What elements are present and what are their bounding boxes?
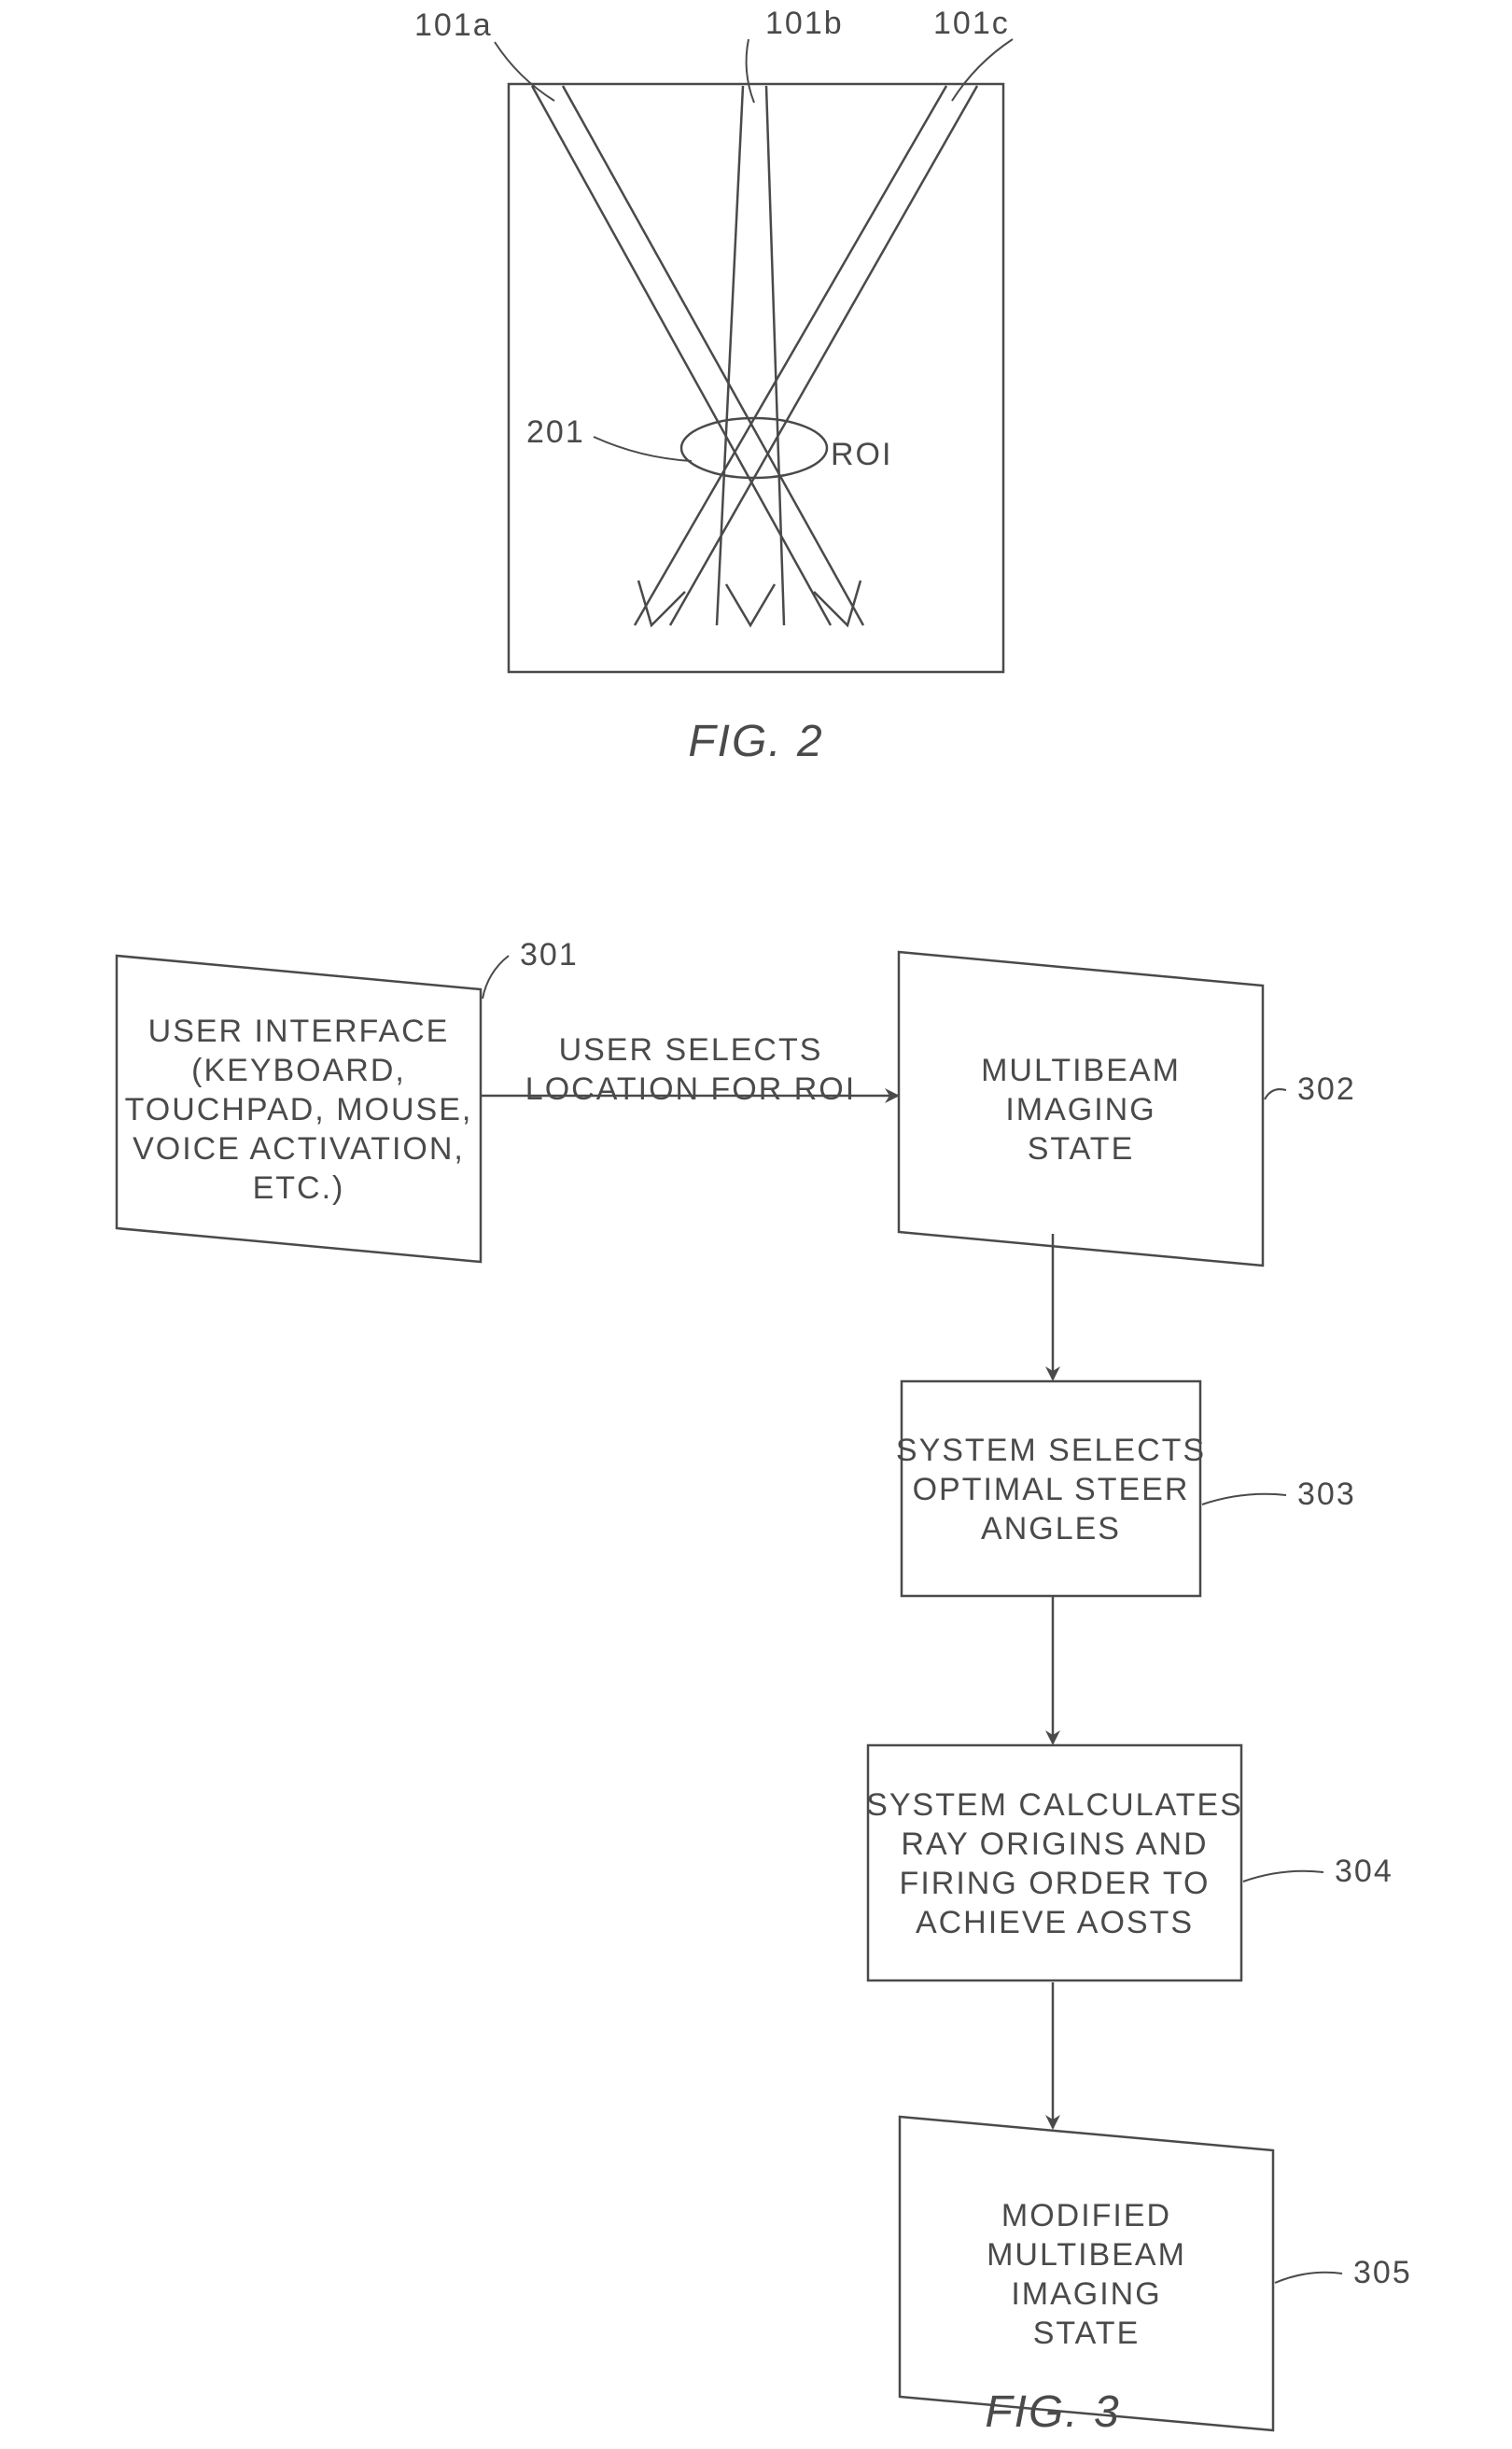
box-305 xyxy=(900,2117,1273,2430)
fig-2: ROI 101a 101b 101c 201 FIG. 2 xyxy=(414,6,1013,766)
beam-arrowhead xyxy=(638,581,685,625)
box-301-text: USER INTERFACE(KEYBOARD,TOUCHPAD, MOUSE,… xyxy=(125,1014,473,1206)
box-303-text: SYSTEM SELECTSOPTIMAL STEERANGLES xyxy=(896,1433,1206,1546)
fig3-caption: FIG. 3 xyxy=(985,2387,1120,2437)
ref-201-leader xyxy=(594,437,692,461)
beam-101c xyxy=(670,86,977,625)
ref-305-leader xyxy=(1275,2273,1342,2283)
beam-101b xyxy=(717,86,743,625)
box-304 xyxy=(868,1745,1241,1980)
ref-305-label: 305 xyxy=(1353,2255,1412,2290)
arrow-301-to-302-label: USER SELECTSLOCATION FOR ROI xyxy=(525,1032,856,1107)
ref-302-leader xyxy=(1265,1089,1286,1099)
beam-101b xyxy=(766,86,784,625)
ref-201-label: 201 xyxy=(526,414,585,450)
ref-303-label: 303 xyxy=(1297,1476,1356,1512)
fig2-caption: FIG. 2 xyxy=(688,717,823,766)
ref-304-label: 304 xyxy=(1335,1854,1393,1889)
ref-101a-label: 101a xyxy=(414,7,493,43)
beam-arrowhead xyxy=(726,584,775,625)
ref-101b-label: 101b xyxy=(765,6,844,41)
roi-label: ROI xyxy=(831,437,892,472)
ref-101b-leader xyxy=(747,39,754,103)
ref-304-leader xyxy=(1243,1871,1323,1882)
ref-101c-label: 101c xyxy=(933,6,1010,41)
ref-101a-leader xyxy=(495,42,554,101)
beam-arrowhead xyxy=(814,581,861,625)
box-304-text: SYSTEM CALCULATESRAY ORIGINS ANDFIRING O… xyxy=(866,1787,1243,1940)
box-302-text: MULTIBEAMIMAGINGSTATE xyxy=(981,1053,1181,1167)
ref-301-label: 301 xyxy=(520,937,579,973)
fig-3: USER INTERFACE(KEYBOARD,TOUCHPAD, MOUSE,… xyxy=(117,937,1412,2437)
box-305-text: MODIFIEDMULTIBEAMIMAGINGSTATE xyxy=(987,2198,1186,2351)
ref-301-leader xyxy=(483,956,509,999)
ref-303-leader xyxy=(1202,1494,1286,1504)
beam-101a xyxy=(563,86,863,625)
ref-302-label: 302 xyxy=(1297,1071,1356,1107)
